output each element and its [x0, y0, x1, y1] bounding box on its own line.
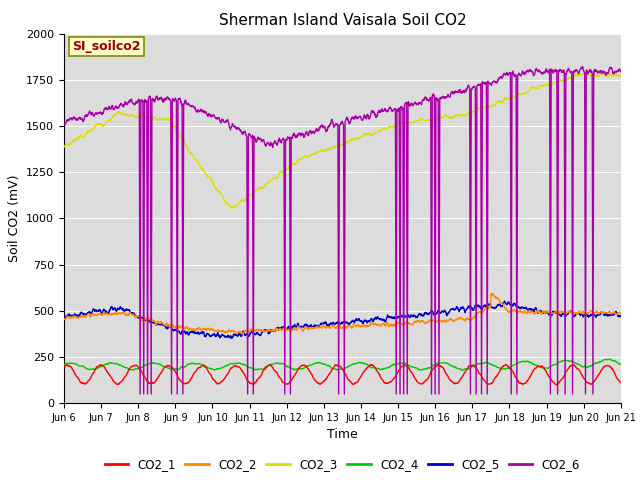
CO2_5: [505, 300, 513, 305]
CO2_2: [568, 310, 576, 316]
CO2_3: [617, 74, 625, 80]
CO2_4: [216, 366, 223, 372]
CO2_4: [60, 362, 68, 368]
Line: CO2_1: CO2_1: [64, 365, 621, 385]
CO2_6: [216, 117, 223, 122]
CO2_1: [359, 371, 367, 376]
CO2_4: [568, 358, 575, 364]
CO2_3: [60, 144, 68, 150]
CO2_5: [500, 298, 508, 304]
CO2_2: [617, 310, 625, 316]
CO2_5: [584, 313, 591, 319]
CO2_4: [358, 360, 366, 366]
CO2_2: [584, 310, 591, 316]
CO2_5: [359, 319, 367, 325]
CO2_1: [60, 364, 68, 370]
Line: CO2_5: CO2_5: [64, 301, 621, 338]
CO2_5: [60, 314, 68, 320]
CO2_6: [371, 112, 379, 118]
CO2_6: [504, 72, 512, 78]
CO2_1: [371, 365, 379, 371]
CO2_3: [216, 189, 223, 195]
CO2_1: [97, 362, 104, 368]
CO2_6: [579, 64, 586, 70]
CO2_4: [371, 365, 378, 371]
Y-axis label: Soil CO2 (mV): Soil CO2 (mV): [8, 175, 20, 262]
Legend: CO2_1, CO2_2, CO2_3, CO2_4, CO2_5, CO2_6: CO2_1, CO2_2, CO2_3, CO2_4, CO2_5, CO2_6: [100, 454, 585, 476]
CO2_4: [459, 367, 467, 373]
CO2_3: [371, 130, 379, 136]
Text: SI_soilco2: SI_soilco2: [72, 40, 141, 53]
CO2_3: [568, 74, 575, 80]
CO2_6: [617, 68, 625, 74]
X-axis label: Time: Time: [327, 429, 358, 442]
CO2_2: [359, 323, 367, 329]
CO2_2: [216, 328, 223, 334]
CO2_3: [600, 70, 607, 75]
CO2_1: [584, 380, 591, 385]
CO2_4: [605, 356, 613, 362]
CO2_6: [136, 391, 144, 397]
CO2_5: [228, 336, 236, 341]
CO2_4: [504, 365, 512, 371]
CO2_4: [584, 364, 591, 370]
Title: Sherman Island Vaisala Soil CO2: Sherman Island Vaisala Soil CO2: [219, 13, 466, 28]
CO2_2: [371, 321, 379, 326]
CO2_3: [359, 133, 367, 139]
CO2_1: [617, 380, 625, 385]
CO2_3: [584, 71, 591, 77]
CO2_3: [229, 205, 237, 211]
CO2_2: [238, 331, 246, 337]
CO2_3: [504, 96, 512, 102]
CO2_2: [505, 309, 513, 315]
CO2_2: [60, 316, 68, 322]
Line: CO2_6: CO2_6: [64, 67, 621, 394]
CO2_1: [504, 364, 512, 370]
CO2_5: [371, 316, 379, 322]
CO2_6: [60, 120, 68, 126]
CO2_5: [568, 310, 576, 316]
CO2_5: [617, 313, 625, 319]
CO2_1: [216, 380, 223, 386]
Line: CO2_2: CO2_2: [64, 294, 621, 334]
CO2_5: [216, 333, 223, 338]
CO2_1: [552, 382, 560, 388]
CO2_6: [359, 117, 367, 123]
Line: CO2_4: CO2_4: [64, 359, 621, 370]
CO2_4: [617, 361, 625, 367]
CO2_6: [584, 71, 591, 77]
Line: CO2_3: CO2_3: [64, 72, 621, 208]
CO2_2: [489, 291, 497, 297]
CO2_1: [568, 363, 576, 369]
CO2_6: [568, 69, 575, 75]
